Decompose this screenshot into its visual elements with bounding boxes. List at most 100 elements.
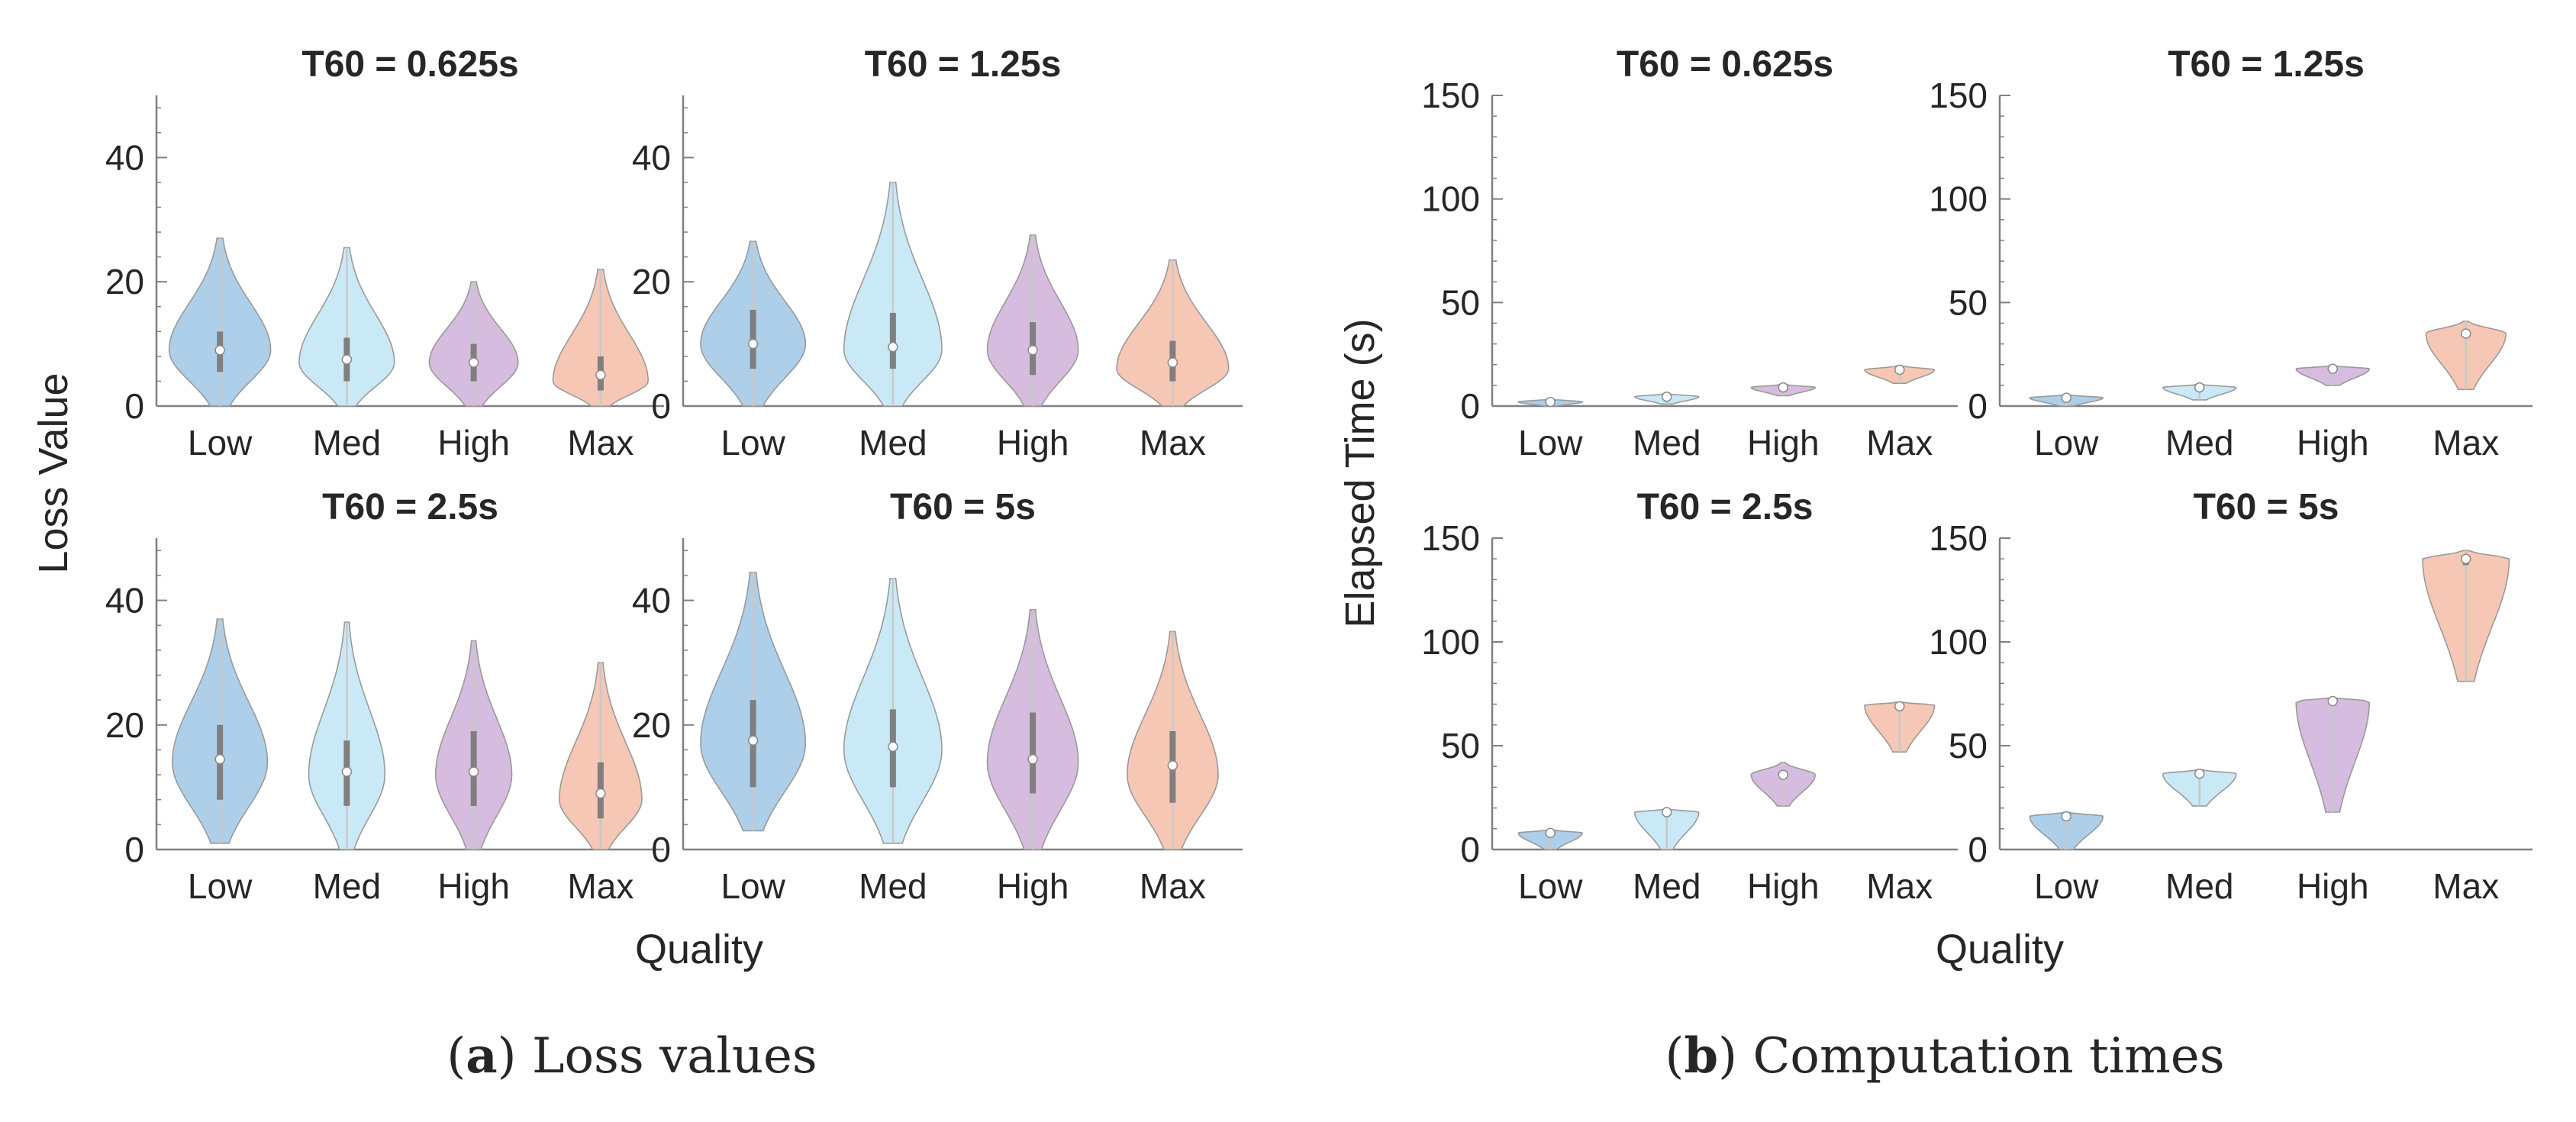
median-marker-high xyxy=(1778,769,1788,780)
x-tick-label: Max xyxy=(567,423,634,463)
y-tick-label: 0 xyxy=(651,830,671,869)
y-tick-label: 100 xyxy=(1929,179,1988,219)
median-marker-high xyxy=(2327,695,2338,707)
y-tick-label: 100 xyxy=(1421,179,1480,219)
subplot-title: T60 = 1.25s xyxy=(2168,44,2365,85)
median-marker-high xyxy=(1027,344,1038,356)
x-tick-label: Max xyxy=(1140,423,1206,463)
subplot-a-4: T60 = 5s 0 20 40 Low Med High Max xyxy=(632,487,1243,906)
x-tick-label: Max xyxy=(1866,423,1933,463)
x-tick-label: High xyxy=(997,423,1069,463)
median-marker-max xyxy=(2461,328,2471,339)
median-marker-max xyxy=(2461,553,2471,564)
x-tick-label: Low xyxy=(2034,866,2099,906)
median-marker-high xyxy=(1778,382,1788,393)
y-tick-label: 0 xyxy=(124,386,144,426)
y-tick-label: 0 xyxy=(1460,386,1480,426)
y-tick-label: 50 xyxy=(1441,282,1480,322)
subcaption-b-text: ) Computation times xyxy=(1718,1028,2224,1085)
y-tick-label: 20 xyxy=(105,262,144,301)
median-marker-med xyxy=(341,354,353,365)
y-tick-label: 20 xyxy=(632,262,671,301)
y-tick-label: 0 xyxy=(651,386,671,426)
median-marker-max xyxy=(1894,701,1905,712)
y-tick-label: 50 xyxy=(1441,726,1480,766)
x-tick-label: Max xyxy=(2433,423,2499,463)
x-tick-label: Low xyxy=(1518,423,1583,463)
median-marker-med xyxy=(1662,392,1672,402)
median-marker-low xyxy=(747,338,759,350)
x-tick-label: Med xyxy=(313,866,381,906)
median-marker-low xyxy=(1545,827,1556,838)
subplot-a-2: T60 = 1.25s 0 20 40 Low Med High Max xyxy=(632,44,1243,463)
y-tick-label: 20 xyxy=(632,705,671,745)
median-marker-med xyxy=(341,766,353,777)
subplot-b-2: T60 = 1.25s 0 50 100 150 Low Med High Max xyxy=(1929,44,2532,463)
x-tick-label: Low xyxy=(721,423,785,463)
median-marker-high xyxy=(468,766,479,777)
x-tick-label: Low xyxy=(188,866,253,906)
y-tick-label: 150 xyxy=(1421,518,1480,558)
subcaption-b: (b) Computation times xyxy=(1665,1027,2224,1085)
subplot-b-1: T60 = 0.625s 0 50 100 150 Low Med High Max xyxy=(1421,44,1958,463)
x-tick-label: Low xyxy=(721,866,785,906)
x-tick-label: Max xyxy=(2433,866,2499,906)
median-marker-high xyxy=(2327,363,2338,374)
subcaption-b-open: ( xyxy=(1665,1028,1684,1085)
median-marker-med xyxy=(888,741,898,753)
median-marker-low xyxy=(214,344,225,356)
x-tick-label: Max xyxy=(1140,866,1206,906)
x-tick-label: High xyxy=(1747,866,1820,906)
median-marker-med xyxy=(2194,382,2205,393)
x-tick-label: Med xyxy=(1633,866,1701,906)
subplot-title: T60 = 5s xyxy=(2194,487,2339,527)
y-tick-label: 40 xyxy=(105,581,144,621)
x-tick-label: Med xyxy=(1633,423,1701,463)
y-tick-label: 150 xyxy=(1421,76,1480,115)
y-tick-label: 100 xyxy=(1929,622,1988,662)
median-marker-max xyxy=(1167,357,1178,368)
y-tick-label: 40 xyxy=(105,137,144,177)
subcaption-a-text: ) Loss values xyxy=(498,1028,817,1085)
x-tick-label: Low xyxy=(188,423,253,463)
subplot-title: T60 = 2.5s xyxy=(1637,487,1814,527)
x-tick-label: Low xyxy=(1518,866,1583,906)
y-tick-label: 40 xyxy=(632,137,671,177)
x-tick-label: High xyxy=(2297,866,2369,906)
median-marker-low xyxy=(747,735,759,746)
y-tick-label: 0 xyxy=(1460,830,1480,869)
x-axis-label: Quality xyxy=(1936,927,2064,972)
y-tick-label: 0 xyxy=(1968,830,1988,869)
x-tick-label: High xyxy=(2297,423,2369,463)
x-tick-label: High xyxy=(997,866,1069,906)
subplot-title: T60 = 0.625s xyxy=(1617,44,1833,85)
median-marker-low xyxy=(214,753,225,765)
x-tick-label: High xyxy=(1747,423,1820,463)
y-axis-label: Loss Value xyxy=(31,372,76,573)
median-marker-med xyxy=(2194,768,2205,779)
y-tick-label: 50 xyxy=(1949,726,1988,766)
x-axis-label: Quality xyxy=(635,927,763,972)
x-tick-label: Med xyxy=(859,866,927,906)
subplot-title: T60 = 1.25s xyxy=(865,44,1062,85)
y-axis-label: Elapsed Time (s) xyxy=(1337,318,1383,627)
median-marker-low xyxy=(2061,392,2071,403)
subplot-b-4: T60 = 5s 0 50 100 150 Low Med High Max xyxy=(1929,487,2532,906)
median-marker-max xyxy=(1894,364,1905,376)
subplot-b-3: T60 = 2.5s 0 50 100 150 Low Med High Max xyxy=(1421,487,1958,906)
subcaption-a-letter: a xyxy=(466,1027,497,1085)
x-tick-label: Max xyxy=(1866,866,1933,906)
x-tick-label: Med xyxy=(859,423,927,463)
x-tick-label: Low xyxy=(2034,423,2099,463)
median-marker-max xyxy=(595,788,606,799)
subplot-a-3: T60 = 2.5s 0 20 40 Low Med High Max xyxy=(105,487,664,906)
x-tick-label: Med xyxy=(2165,423,2233,463)
y-tick-label: 20 xyxy=(105,705,144,745)
y-tick-label: 150 xyxy=(1929,76,1988,115)
x-tick-label: Max xyxy=(567,866,634,906)
x-tick-label: High xyxy=(437,866,510,906)
x-tick-label: Med xyxy=(313,423,381,463)
